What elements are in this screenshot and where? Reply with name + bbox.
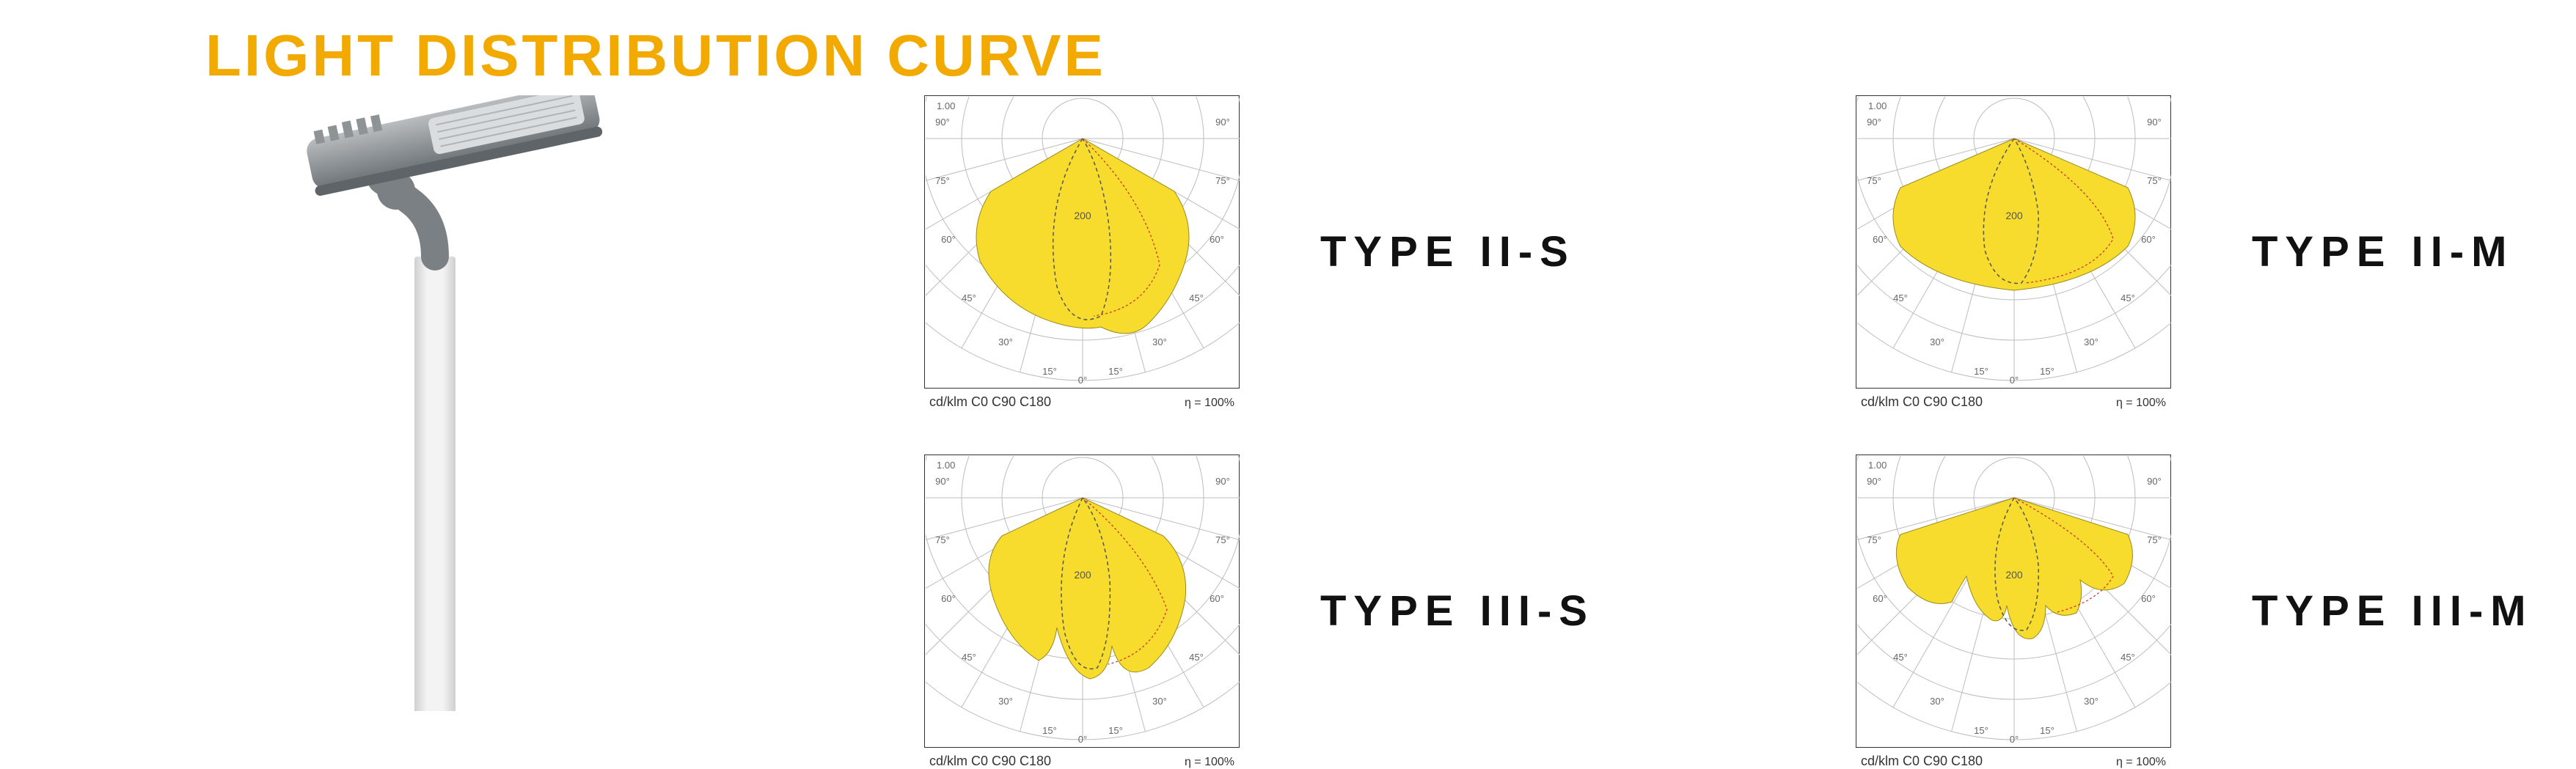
lamp-illustration: [227, 95, 638, 711]
svg-text:0°: 0°: [2010, 734, 2019, 745]
polar-footer-efficiency: η = 100%: [1185, 397, 1234, 410]
svg-text:90°: 90°: [1215, 476, 1230, 487]
svg-text:1.00: 1.00: [937, 100, 955, 111]
polar-chart-type-iii-s: 200 90° 75° 60° 45° 30° 15° 90° 75° 60° 45° 30° 15° 0…: [924, 455, 1240, 748]
svg-text:60°: 60°: [2141, 234, 2156, 245]
polar-footer-efficiency: η = 100%: [2116, 397, 2166, 410]
chart-label-type-iii-s: TYPE III-S: [1320, 586, 1595, 636]
svg-text:75°: 75°: [2147, 534, 2162, 545]
svg-text:1.00: 1.00: [1868, 100, 1887, 111]
svg-text:60°: 60°: [941, 234, 956, 245]
polar-footer-efficiency: η = 100%: [1185, 756, 1234, 769]
polar-footer-unit: cd/klm C0 C90 C180: [929, 754, 1051, 769]
page-root: LIGHT DISTRIBUTION CURVE: [0, 0, 2576, 721]
svg-text:60°: 60°: [1210, 593, 1224, 604]
polar-footer-efficiency: η = 100%: [2116, 756, 2166, 769]
svg-text:30°: 30°: [2084, 696, 2099, 707]
svg-text:1.00: 1.00: [1868, 460, 1887, 471]
svg-text:75°: 75°: [1867, 534, 1881, 545]
svg-text:45°: 45°: [1189, 292, 1204, 303]
svg-text:15°: 15°: [1108, 725, 1123, 736]
svg-text:30°: 30°: [998, 696, 1013, 707]
svg-text:90°: 90°: [935, 117, 950, 128]
lamp-svg: [227, 95, 638, 711]
svg-text:90°: 90°: [1215, 117, 1230, 128]
svg-text:45°: 45°: [962, 652, 976, 663]
chart-label-type-iii-m: TYPE III-M: [2252, 586, 2533, 636]
svg-text:60°: 60°: [2141, 593, 2156, 604]
svg-text:60°: 60°: [1210, 234, 1224, 245]
svg-text:90°: 90°: [1867, 117, 1881, 128]
svg-text:45°: 45°: [1893, 292, 1908, 303]
polar-footer-unit: cd/klm C0 C90 C180: [1861, 394, 1983, 410]
chart-label-type-ii-s: TYPE II-S: [1320, 227, 1576, 276]
svg-text:200: 200: [1074, 210, 1091, 221]
svg-text:90°: 90°: [935, 476, 950, 487]
svg-text:45°: 45°: [2121, 292, 2135, 303]
svg-text:15°: 15°: [1108, 366, 1123, 377]
svg-text:15°: 15°: [1974, 366, 1988, 377]
svg-text:75°: 75°: [2147, 175, 2162, 186]
svg-text:45°: 45°: [2121, 652, 2135, 663]
svg-text:0°: 0°: [1078, 375, 1087, 386]
chart-label-type-ii-m: TYPE II-M: [2252, 227, 2514, 276]
svg-text:30°: 30°: [1930, 696, 1944, 707]
svg-text:60°: 60°: [1873, 593, 1887, 604]
svg-text:60°: 60°: [1873, 234, 1887, 245]
svg-text:15°: 15°: [2040, 725, 2054, 736]
svg-text:1.00: 1.00: [937, 460, 955, 471]
svg-text:75°: 75°: [1867, 175, 1881, 186]
svg-text:75°: 75°: [935, 175, 950, 186]
svg-text:200: 200: [2005, 569, 2023, 581]
polar-chart-type-iii-m: 200 90° 75° 60° 45° 30° 15° 90° 75° 60° 45° 30° 15° 0…: [1856, 455, 2171, 748]
section-title: LIGHT DISTRIBUTION CURVE: [205, 22, 1106, 89]
svg-text:15°: 15°: [1042, 725, 1057, 736]
svg-text:30°: 30°: [1152, 696, 1167, 707]
svg-text:75°: 75°: [1215, 175, 1230, 186]
svg-text:30°: 30°: [2084, 336, 2099, 347]
svg-text:200: 200: [1074, 569, 1091, 581]
svg-text:15°: 15°: [2040, 366, 2054, 377]
polar-footer-unit: cd/klm C0 C90 C180: [929, 394, 1051, 410]
svg-text:45°: 45°: [1189, 652, 1204, 663]
polar-chart-type-ii-s: 200 90° 75° 60° 45° 30° 15° 90° 75° 60° 45° 30° 15° 0…: [924, 95, 1240, 389]
polar-chart-type-ii-m: 200 90° 75° 60° 45° 30° 15° 90° 75° 60° 45° 30° 15° 0…: [1856, 95, 2171, 389]
svg-text:15°: 15°: [1042, 366, 1057, 377]
svg-text:60°: 60°: [941, 593, 956, 604]
svg-text:30°: 30°: [1152, 336, 1167, 347]
svg-text:90°: 90°: [1867, 476, 1881, 487]
svg-text:200: 200: [2005, 210, 2023, 221]
svg-text:30°: 30°: [1930, 336, 1944, 347]
svg-text:30°: 30°: [998, 336, 1013, 347]
svg-text:45°: 45°: [962, 292, 976, 303]
svg-text:75°: 75°: [935, 534, 950, 545]
svg-text:15°: 15°: [1974, 725, 1988, 736]
svg-text:75°: 75°: [1215, 534, 1230, 545]
svg-text:90°: 90°: [2147, 117, 2162, 128]
svg-text:0°: 0°: [1078, 734, 1087, 745]
svg-text:45°: 45°: [1893, 652, 1908, 663]
svg-text:90°: 90°: [2147, 476, 2162, 487]
svg-text:0°: 0°: [2010, 375, 2019, 386]
polar-footer-unit: cd/klm C0 C90 C180: [1861, 754, 1983, 769]
